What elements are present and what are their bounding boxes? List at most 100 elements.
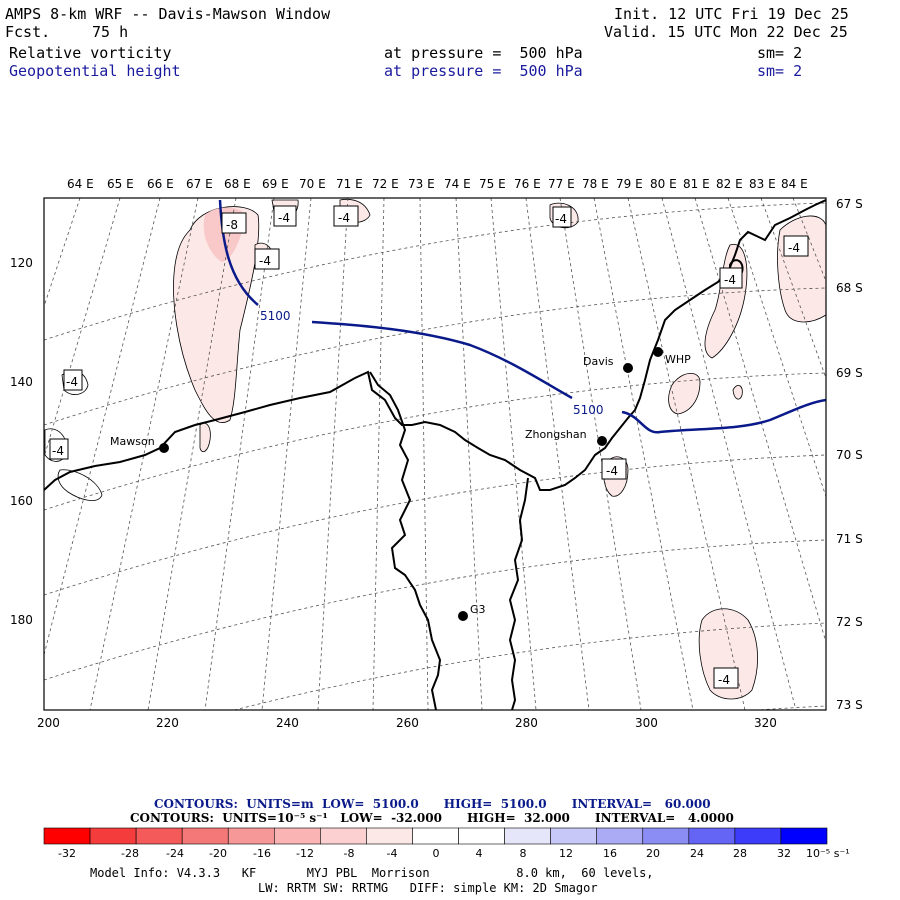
colorbar-segment [688,827,736,845]
init-time: Init. 12 UTC Fri 19 Dec 25 [614,5,849,23]
lon-label: 81 E [683,177,710,191]
colorbar-segment [642,827,690,845]
lat-label: 68 S [836,281,863,295]
vorticity-label-box [273,205,297,227]
vorticity-label-box [783,235,809,257]
colorbar-segment [780,827,828,845]
lon-label: 67 E [186,177,213,191]
model-info-line1: Model Info: V4.3.3 KF MYJ PBL Morrison 8… [90,866,654,880]
height-legend: CONTOURS: UNITS=m LOW= 5100.0 HIGH= 5100… [154,797,711,811]
field1-name: Relative vorticity [9,44,172,62]
y-tick: 140 [10,375,33,389]
vorticity-label-box [63,369,83,391]
vorticity-label: -4 [259,254,271,268]
colorbar-tick: -32 [58,847,76,860]
colorbar-tick: -20 [209,847,227,860]
colorbar-tick: 0 [432,847,440,860]
station-davis-marker[interactable] [623,363,633,373]
lat-label: 70 S [836,448,863,462]
meridian [261,198,312,710]
lat-label: 67 S [836,197,863,211]
colorbar-tick: -28 [121,847,139,860]
colorbar-segment [550,827,598,845]
ice-shelf-edge [508,477,529,710]
height-contour-line [311,320,573,400]
colorbar-tick: 28 [733,847,747,860]
parallel [44,287,826,426]
field2-smoothing: sm= 2 [757,62,803,80]
map-title: AMPS 8-km WRF -- Davis-Mawson Window [5,5,331,23]
colorbar-tick: 4 [475,847,483,860]
vorticity-area [199,422,211,453]
meridian [559,198,642,710]
y-tick: 180 [10,613,33,627]
parallel [44,539,826,681]
station-g3-marker[interactable] [458,611,468,621]
meridian [317,198,349,710]
colorbar-tick: 24 [690,847,704,860]
x-tick: 260 [396,716,419,730]
vorticity-label: -4 [52,444,64,458]
vorticity-label-box [333,205,359,227]
colorbar-segment [412,827,459,845]
lon-label: 70 E [299,177,326,191]
forecast-label: Fcst. [5,23,51,41]
colorbar-segment [596,827,644,845]
x-tick: 300 [635,716,658,730]
colorbar-tick: 20 [646,847,660,860]
lat-label: 71 S [836,532,863,546]
parallel [44,202,826,341]
x-tick: 240 [276,716,299,730]
height-contour-line [621,398,826,434]
station-label-zhongshan: Zhongshan [525,428,587,441]
lon-label: 80 E [650,177,677,191]
meridian [661,198,797,710]
meridian [593,198,694,710]
vorticity-label-box [601,458,627,480]
meridian [372,198,385,710]
y-tick: 160 [10,494,33,508]
colorbar-segment [135,827,183,845]
lon-label: 65 E [107,177,134,191]
colorbar-tick: -12 [296,847,314,860]
station-mawson-marker[interactable] [159,443,169,453]
lon-label: 73 E [408,177,435,191]
lat-label: 72 S [836,615,863,629]
ice-shelf-edge [369,371,442,710]
lon-label: 69 E [262,177,289,191]
field1-level: at pressure = 500 hPa [384,44,583,62]
meridian [204,198,275,710]
lon-label: 84 E [781,177,808,191]
colorbar-segment [734,827,782,845]
colorbar-tick: 16 [603,847,617,860]
station-label-davis: Davis [583,355,614,368]
vorticity-labels: -8 -4 -4 -4 -4 -4 -4 -4 -4 -4 -4 [49,205,809,689]
vorticity-label: -8 [226,218,238,232]
meridian [694,198,826,644]
field2-name: Geopotential height [9,62,181,80]
meridian [44,198,161,657]
station-zhongshan-marker[interactable] [597,436,607,446]
colorbar-segment [273,827,321,845]
stations [159,347,663,621]
lon-label: 68 E [224,177,251,191]
vorticity-area [173,206,260,423]
vorticity-label-box [552,206,572,228]
vorticity-label: -4 [606,464,618,478]
station-whp-marker[interactable] [653,347,663,357]
height-contour-line [218,199,259,306]
lat-label: 69 S [836,366,863,380]
colorbar-tick: -24 [166,847,184,860]
colorbar [43,827,828,845]
lat-label: 73 S [836,698,863,712]
lon-label: 76 E [514,177,541,191]
vorticity-legend: CONTOURS: UNITS=10⁻⁵ s⁻¹ LOW= -32.000 HI… [130,811,734,825]
vorticity-label-box [713,667,739,689]
vorticity-label: -4 [278,211,290,225]
vorticity-label-box [49,438,69,460]
x-tick: 280 [515,716,538,730]
colorbar-tick: -4 [386,847,398,860]
field2-level: at pressure = 500 hPa [384,62,583,80]
forecast-hour: 75 h [92,23,129,41]
